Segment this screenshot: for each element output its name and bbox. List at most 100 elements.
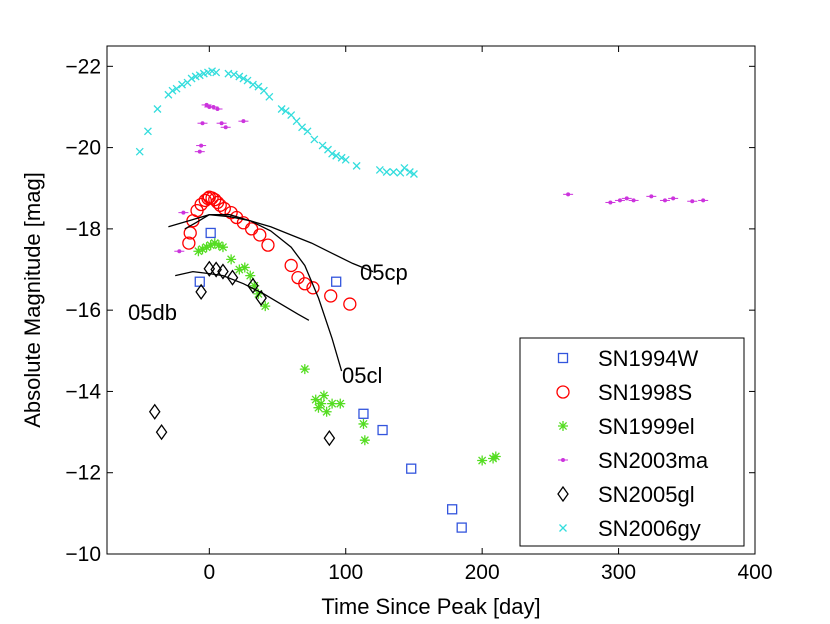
point-sn2005gl-1 (155, 423, 168, 441)
point-sn1994w-1 (205, 227, 216, 239)
point-sn2006gy-24 (277, 105, 286, 113)
point-sn1999el-6 (217, 242, 228, 253)
series-sn2005gl (148, 260, 336, 447)
point-sn1999el-2 (201, 242, 212, 253)
point-sn2005gl-0 (148, 403, 161, 420)
legend-item-sn1999el: SN1999el (558, 414, 695, 439)
point-sn1998s-1 (183, 226, 197, 240)
x-axis-label: Time Since Peak [day] (321, 594, 540, 619)
legend-item-sn1994w: SN1994W (557, 346, 699, 371)
point-sn2003ma-0 (178, 210, 189, 215)
point-sn2003ma-9 (238, 119, 249, 124)
point-sn2006gy-33 (328, 149, 337, 158)
legend-label-sn1998s: SN1998S (598, 380, 692, 405)
point-sn2006gy-31 (318, 141, 327, 150)
point-sn2003ma-8 (220, 125, 231, 130)
point-sn2006gy-28 (298, 123, 307, 132)
legend: SN1994W SN1998S SN1999el SN2003ma SN2005gl SN… (519, 337, 745, 547)
y-tick-label: −12 (65, 462, 101, 485)
legend-marker-sn1999el (558, 421, 568, 431)
point-sn2003ma-3 (201, 102, 212, 107)
point-sn1998s-16 (244, 222, 259, 236)
point-sn1994w-0 (194, 276, 205, 287)
point-sn2003ma-17 (646, 194, 657, 199)
point-sn2006gy-39 (382, 168, 391, 176)
point-sn2006gy-30 (310, 135, 319, 144)
point-sn1999el-18 (318, 390, 329, 401)
legend-label-sn2006gy: SN2006gy (598, 516, 701, 541)
point-sn1999el-9 (239, 262, 250, 273)
plot-area (135, 67, 709, 533)
point-sn1998s-23 (324, 289, 338, 303)
point-sn1998s-11 (213, 198, 227, 212)
legend-item-sn2006gy: SN2006gy (559, 516, 701, 541)
point-sn1999el-7 (226, 254, 237, 265)
point-sn2006gy-5 (172, 84, 181, 93)
y-axis-label: Absolute Magnitude [mag] (20, 172, 45, 428)
y-tick-label: −20 (65, 137, 101, 160)
point-sn2003ma-20 (687, 199, 698, 204)
point-sn1999el-4 (209, 238, 220, 249)
legend-item-sn2005gl: SN2005gl (557, 482, 695, 507)
axis-ticks: 0 100 200 300 400 −22 −20 −18 −16 −14 −12 −10 (65, 46, 773, 584)
point-sn2006gy-0 (135, 147, 144, 156)
point-sn2006gy-18 (239, 74, 248, 83)
point-sn1994w-4 (377, 424, 388, 436)
point-sn2005gl-7 (247, 277, 259, 294)
point-sn2006gy-10 (195, 71, 204, 80)
axes-frame (106, 45, 756, 555)
point-sn2005gl-9 (323, 430, 336, 447)
curve-05cp (168, 214, 374, 273)
curve-label-05cl: 05cl (342, 363, 382, 388)
series-sn1998s (182, 190, 357, 311)
point-sn2003ma-14 (614, 198, 625, 203)
point-sn1998s-17 (253, 228, 267, 242)
point-sn2006gy-44 (409, 170, 418, 178)
x-tick-label: 300 (601, 561, 636, 584)
point-sn1999el-17 (316, 398, 327, 409)
point-sn2005gl-2 (195, 283, 207, 300)
point-sn1999el-21 (335, 398, 346, 409)
point-sn1998s-0 (182, 236, 196, 250)
point-sn2003ma-15 (621, 196, 632, 201)
point-sn2003ma-2 (197, 121, 208, 126)
series-sn1999el (193, 238, 501, 466)
point-sn1999el-20 (327, 398, 338, 409)
legend-item-sn2003ma: SN2003ma (558, 448, 709, 473)
point-sn2005gl-5 (217, 263, 229, 280)
legend-box (519, 337, 745, 547)
point-sn2006gy-17 (235, 72, 244, 81)
point-sn1994w-5 (406, 463, 417, 474)
point-sn2006gy-34 (332, 151, 341, 160)
point-sn1999el-19 (321, 406, 332, 417)
series-sn2006gy (135, 67, 418, 178)
point-sn1999el-0 (193, 246, 204, 257)
curve-05cl (184, 214, 343, 372)
x-tick-label: 100 (328, 561, 363, 584)
point-sn1999el-26 (490, 451, 501, 462)
legend-label-sn2003ma: SN2003ma (598, 448, 709, 473)
y-tick-label: −10 (65, 543, 101, 566)
y-tick-label: −14 (65, 380, 101, 403)
series-sn1994w (194, 227, 467, 533)
point-sn2003ma-18 (659, 198, 670, 203)
legend-marker-sn1994w (557, 352, 569, 364)
y-tick-label: −22 (65, 55, 101, 78)
legend-marker-sn2006gy (559, 524, 567, 532)
point-sn2003ma-1 (174, 249, 185, 254)
point-sn2006gy-2 (153, 105, 162, 113)
point-sn2006gy-36 (341, 155, 350, 164)
point-sn2003ma-12 (563, 192, 574, 197)
point-sn2006gy-43 (405, 168, 414, 176)
point-sn2003ma-7 (216, 121, 227, 126)
y-tick-label: −16 (65, 299, 101, 322)
point-sn2006gy-14 (212, 68, 221, 77)
point-sn1999el-11 (249, 280, 260, 291)
point-sn2005gl-6 (226, 269, 239, 286)
point-sn2006gy-4 (168, 86, 177, 95)
point-sn2003ma-10 (196, 143, 207, 148)
point-sn2006gy-21 (254, 82, 263, 91)
point-sn2003ma-19 (668, 196, 679, 201)
point-sn2006gy-1 (143, 127, 152, 136)
